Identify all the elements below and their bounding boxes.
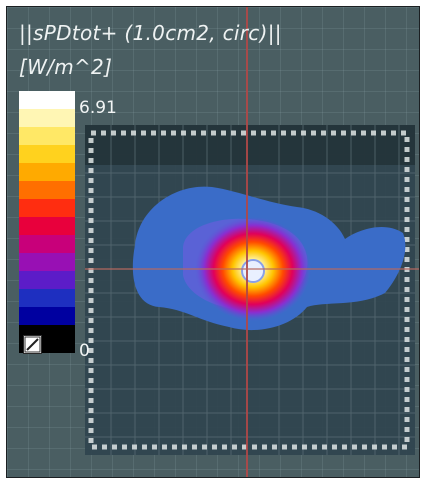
colorbar-stop bbox=[19, 253, 75, 271]
sar-viewer-canvas[interactable]: ||sPDtot+ (1.0cm2, circ)|| [W/m^2] 6.91 … bbox=[6, 6, 420, 478]
field-peak-core bbox=[241, 259, 265, 283]
colorbar-stop bbox=[19, 199, 75, 217]
colorbar-stop bbox=[19, 91, 75, 109]
colorbar-stop bbox=[19, 163, 75, 181]
colorbar-stop bbox=[19, 181, 75, 199]
plane-top-band bbox=[85, 125, 415, 165]
unit-label: [W/m^2] bbox=[19, 55, 113, 79]
crosshair bbox=[85, 7, 419, 477]
colorbar-stop bbox=[19, 109, 75, 127]
quantity-title: ||sPDtot+ (1.0cm2, circ)|| bbox=[19, 21, 282, 45]
colorbar-stop bbox=[19, 127, 75, 145]
colorbar-stop bbox=[19, 289, 75, 307]
slash-box-icon[interactable] bbox=[23, 335, 42, 354]
colorbar-stop bbox=[19, 217, 75, 235]
colorbar-stop bbox=[19, 235, 75, 253]
colorbar-stop bbox=[19, 307, 75, 325]
field-plot[interactable] bbox=[7, 7, 420, 478]
colorbar-stop bbox=[19, 271, 75, 289]
colorbar-max-label: 6.91 bbox=[79, 98, 117, 118]
slash-box-glyph bbox=[24, 336, 41, 353]
plane-dotted-border bbox=[88, 130, 410, 450]
colorbar-min-label: 0 bbox=[79, 341, 90, 361]
colorbar-stop bbox=[19, 145, 75, 163]
colorbar bbox=[19, 91, 75, 353]
